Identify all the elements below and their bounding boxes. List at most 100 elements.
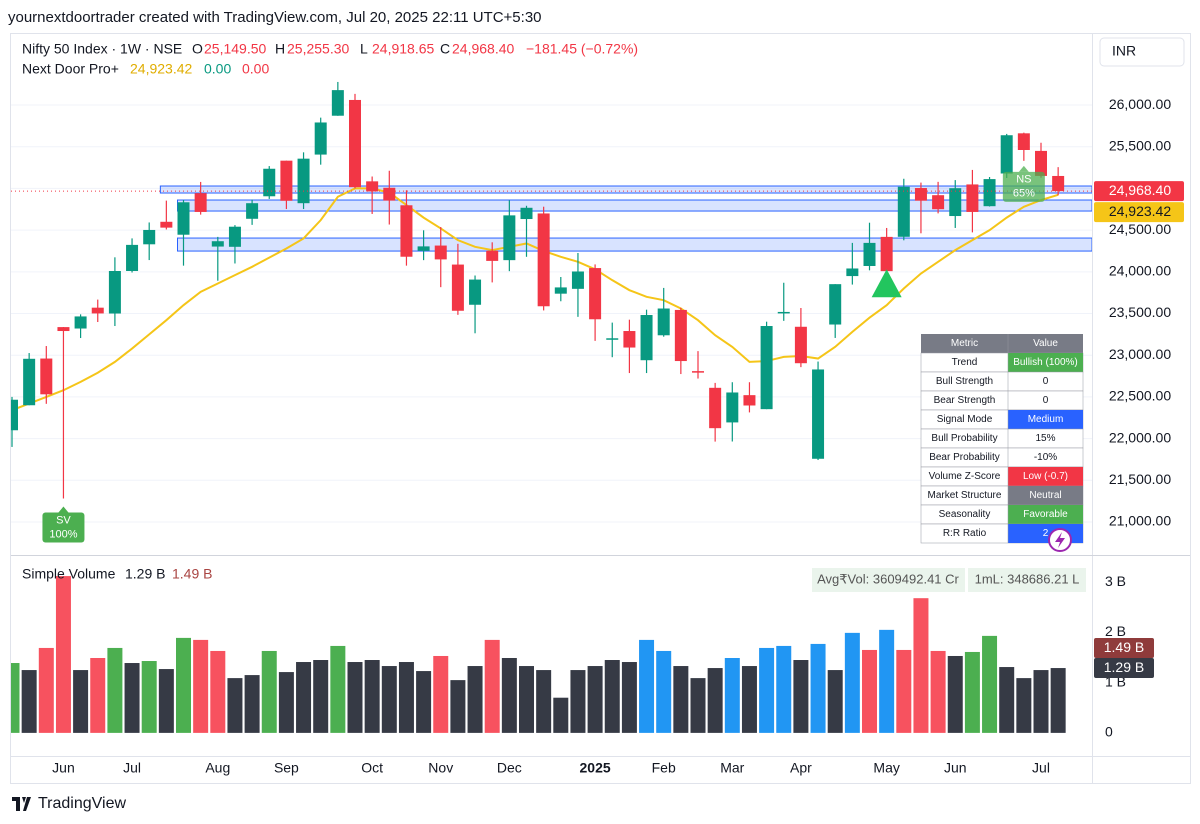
volume-bar bbox=[879, 629, 895, 733]
table-value: 0 bbox=[1043, 395, 1049, 406]
candle-body bbox=[812, 369, 825, 459]
volume-bar bbox=[450, 680, 466, 733]
table-metric: Bear Probability bbox=[929, 452, 1000, 463]
grid bbox=[11, 104, 1092, 523]
signal-label: SV bbox=[56, 514, 71, 526]
candle-body bbox=[194, 193, 207, 212]
table-metric: R:R Ratio bbox=[943, 528, 987, 539]
candle-body bbox=[829, 284, 842, 325]
volume-bar bbox=[90, 657, 106, 733]
table-header-bg bbox=[921, 334, 1083, 353]
table-value-bg bbox=[1008, 353, 1083, 372]
volume-bar bbox=[553, 697, 569, 733]
legend: Nifty 50 Index · 1W · NSE Next Door Pro+… bbox=[22, 41, 1086, 592]
table-metric: Signal Mode bbox=[937, 414, 993, 425]
volume-bar bbox=[1033, 670, 1049, 733]
table-metric: Trend bbox=[952, 357, 978, 368]
candle-body bbox=[91, 307, 104, 314]
candle-body bbox=[692, 371, 704, 373]
volume-bar bbox=[107, 647, 123, 733]
volume-bar bbox=[176, 637, 191, 733]
candle-body bbox=[863, 242, 876, 266]
lightning-bolt bbox=[1055, 532, 1065, 548]
last-price-badge-bg bbox=[1094, 181, 1184, 202]
table-value: Low (-0.7) bbox=[1023, 471, 1068, 482]
table-value: Favorable bbox=[1023, 509, 1068, 520]
candle-body bbox=[314, 122, 327, 155]
change-value: −181.45 (−0.72%) bbox=[526, 41, 638, 57]
ohlc-value: 25,255.30 bbox=[287, 41, 349, 57]
table-value: 2 bbox=[1043, 528, 1049, 539]
footer-brand: TradingView bbox=[38, 795, 126, 812]
candle-body bbox=[417, 246, 430, 251]
volume-pane bbox=[11, 576, 1066, 733]
y-tick-label: 22,000.00 bbox=[1109, 429, 1171, 445]
candle-body bbox=[366, 181, 379, 192]
volume-bar bbox=[21, 670, 37, 733]
candle-body bbox=[177, 202, 190, 235]
volume-bar bbox=[570, 670, 586, 733]
candle-body bbox=[57, 327, 70, 332]
volume-badge: 1.29 B bbox=[1104, 659, 1144, 675]
table-metric: Volume Z-Score bbox=[929, 471, 1001, 482]
candle-body bbox=[383, 187, 396, 201]
volume-ma-badge-bg bbox=[1094, 638, 1154, 659]
y-tick-label: 21,000.00 bbox=[1109, 513, 1171, 529]
table-value-bg bbox=[1008, 486, 1083, 505]
candle-body bbox=[1017, 133, 1030, 150]
volume-title: Simple Volume bbox=[22, 566, 116, 582]
ml-volume: 1mL: 348686.21 L bbox=[975, 571, 1080, 586]
candle-body bbox=[777, 311, 790, 314]
candle-body bbox=[537, 213, 550, 307]
volume-bar bbox=[501, 657, 517, 733]
candle-body bbox=[794, 326, 807, 364]
candle-body bbox=[1052, 175, 1065, 192]
candle-body bbox=[520, 207, 533, 220]
x-tick-label: Dec bbox=[497, 760, 522, 776]
table-header: Metric bbox=[951, 338, 978, 349]
y-tick-label: 25,500.00 bbox=[1109, 137, 1171, 153]
candle-body bbox=[914, 188, 927, 201]
candle-body bbox=[228, 226, 241, 247]
volume-bar bbox=[1016, 678, 1032, 733]
candle-body bbox=[554, 287, 567, 294]
volume-bar bbox=[810, 643, 826, 733]
table-metric: Bear Strength bbox=[934, 395, 996, 406]
volume-bar bbox=[999, 667, 1015, 733]
volume-bar bbox=[141, 661, 157, 733]
avg-volume: Avg₹Vol: 3609492.41 Cr bbox=[817, 571, 959, 586]
volume-bar bbox=[73, 670, 89, 733]
candle-body bbox=[11, 399, 18, 431]
candle-body bbox=[571, 271, 584, 289]
y-tick-label: 24,000.00 bbox=[1109, 263, 1171, 279]
axes: 21,000.00 21,500.00 22,000.00 22,500.00 23,0… bbox=[52, 96, 1184, 776]
volume-tick-label: 2 B bbox=[1105, 623, 1126, 639]
volume-tick-label: 3 B bbox=[1105, 573, 1126, 589]
volume-value: 1.29 B bbox=[125, 566, 165, 582]
currency: INR bbox=[1112, 43, 1136, 59]
signal-pointer bbox=[1018, 165, 1029, 172]
y-tick-label: 21,500.00 bbox=[1109, 471, 1171, 487]
candle-body bbox=[726, 392, 739, 423]
signal-box bbox=[42, 512, 85, 543]
candle-body bbox=[709, 387, 722, 429]
volume-bar bbox=[158, 669, 174, 733]
x-tick-label: Feb bbox=[652, 760, 676, 776]
candle-body bbox=[451, 264, 464, 311]
volume-bar bbox=[381, 666, 397, 733]
currency-box[interactable] bbox=[1099, 37, 1185, 67]
volume-bar bbox=[398, 662, 414, 733]
price-pane: SV 100% NS 65% bbox=[11, 81, 1092, 543]
volume-bar bbox=[467, 666, 483, 733]
candle-body bbox=[1035, 150, 1047, 176]
candle-body bbox=[846, 268, 859, 277]
table-value: 0 bbox=[1043, 376, 1049, 387]
volume-bar bbox=[656, 650, 672, 733]
volume-bar bbox=[433, 655, 449, 733]
candle-body bbox=[263, 168, 276, 197]
candle-body bbox=[657, 308, 670, 336]
candle-body bbox=[280, 160, 293, 201]
candle-body bbox=[126, 244, 139, 271]
volume-bar bbox=[1050, 668, 1066, 733]
ohlc-prefix: C bbox=[440, 41, 450, 57]
